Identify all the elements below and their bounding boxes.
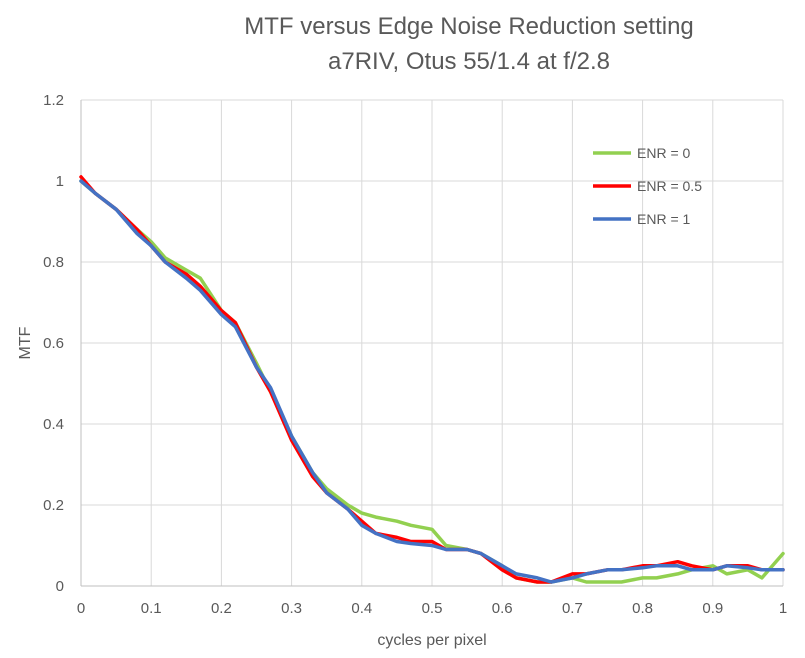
y-tick-label: 0.6 <box>43 335 64 352</box>
chart-subtitle: a7RIV, Otus 55/1.4 at f/2.8 <box>328 48 610 75</box>
y-tick-label: 0.2 <box>43 497 64 514</box>
y-tick-label: 0.8 <box>43 254 64 271</box>
x-tick-labels: 0 0.1 0.2 0.3 0.4 0.5 0.6 0.7 0.8 0.9 1 <box>77 600 787 617</box>
y-axis-label: MTF <box>17 326 34 359</box>
series-lines <box>79 175 785 584</box>
x-axis-label: cycles per pixel <box>377 632 486 649</box>
legend-label: ENR = 0.5 <box>637 178 702 194</box>
x-tick-label: 0.3 <box>281 600 302 617</box>
x-tick-label: 0.6 <box>492 600 513 617</box>
legend: ENR = 0 ENR = 0.5 ENR = 1 <box>593 145 702 227</box>
x-tick-label: 0.5 <box>422 600 443 617</box>
x-tick-label: 0 <box>77 600 85 617</box>
legend-label: ENR = 0 <box>637 145 691 161</box>
series-line-enr-0 <box>79 179 785 584</box>
chart-title: MTF versus Edge Noise Reduction setting <box>244 13 694 40</box>
x-tick-label: 0.1 <box>141 600 162 617</box>
y-tick-label: 1.2 <box>43 92 64 109</box>
y-tick-labels: 0 0.2 0.4 0.6 0.8 1 1.2 <box>43 92 64 595</box>
y-tick-label: 0 <box>56 578 64 595</box>
x-tick-label: 1 <box>779 600 787 617</box>
series-line-enr-1 <box>79 179 785 584</box>
x-tick-label: 0.7 <box>562 600 583 617</box>
legend-label: ENR = 1 <box>637 211 691 227</box>
x-tick-label: 0.4 <box>351 600 372 617</box>
gridlines <box>81 99 784 586</box>
y-tick-label: 1 <box>56 173 64 190</box>
y-tick-label: 0.4 <box>43 416 64 433</box>
x-tick-label: 0.2 <box>211 600 232 617</box>
x-tick-label: 0.8 <box>632 600 653 617</box>
x-tick-label: 0.9 <box>702 600 723 617</box>
